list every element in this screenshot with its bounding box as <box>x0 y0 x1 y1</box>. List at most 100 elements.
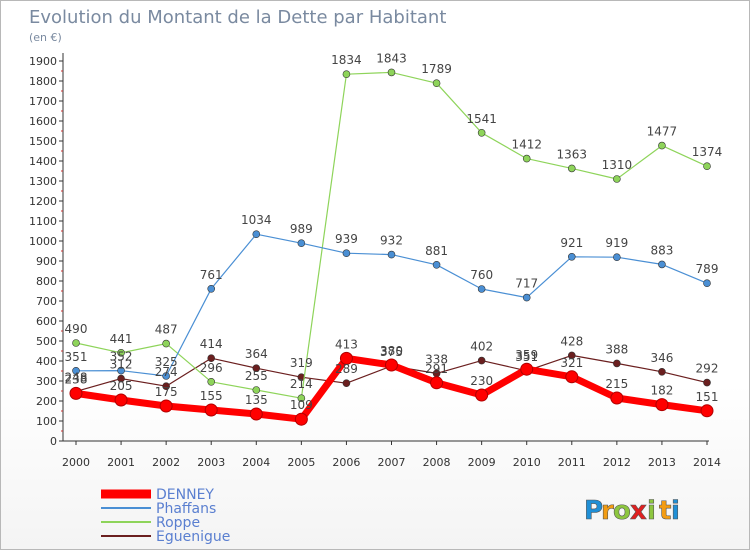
point-phaffans <box>117 366 125 375</box>
point-phaffans <box>72 366 80 375</box>
data-label-phaffans: 351 <box>65 350 88 364</box>
point-roppe <box>522 154 531 163</box>
point-phaffans <box>658 260 666 269</box>
data-label-phaffans: 352 <box>110 350 133 364</box>
y-tick-label: 1500 <box>29 135 57 148</box>
y-tick-label: 200 <box>36 395 57 408</box>
logo-letter: t <box>659 496 671 526</box>
point-denney <box>655 398 669 412</box>
axes: 0 100 200 300 400 500 600 700 800 900 1000 1100 1200… <box>29 53 721 469</box>
data-label-roppe: 1363 <box>557 147 588 161</box>
point-eguenigue <box>703 378 711 387</box>
data-label-denney: 321 <box>560 356 583 370</box>
point-denney <box>385 358 398 372</box>
point-roppe <box>162 339 170 348</box>
data-label-roppe: 1310 <box>602 158 633 172</box>
data-label-roppe: 487 <box>155 323 178 337</box>
y-tick-label: 900 <box>36 255 57 268</box>
data-labels: 248 312 274 414 364 319 289 375 338 402 351 428 388 3… <box>65 51 723 412</box>
data-label-denney: 135 <box>245 393 268 407</box>
data-label-denney: 182 <box>650 384 673 398</box>
point-phaffans <box>162 372 170 380</box>
data-label-denney: 230 <box>470 374 493 388</box>
point-denney <box>69 386 83 400</box>
y-tick-label: 1000 <box>29 235 57 248</box>
data-label-eguenigue: 402 <box>470 340 493 354</box>
y-tick-label: 1200 <box>29 195 57 208</box>
data-label-phaffans: 939 <box>335 232 358 246</box>
data-label-phaffans: 921 <box>560 236 583 250</box>
data-label-phaffans: 325 <box>155 355 178 369</box>
data-label-denney: 175 <box>155 385 178 399</box>
x-tick-label: 2006 <box>332 456 360 469</box>
logo-letter: i <box>647 496 656 526</box>
data-label-eguenigue: 338 <box>425 352 448 366</box>
point-roppe <box>387 68 396 77</box>
data-label-phaffans: 760 <box>470 268 493 282</box>
data-label-eguenigue: 312 <box>110 358 133 372</box>
x-tick-label: 2004 <box>242 456 270 469</box>
data-label-roppe: 1477 <box>647 125 678 139</box>
y-tick-label: 800 <box>36 275 57 288</box>
point-roppe <box>658 141 666 150</box>
point-eguenigue <box>207 354 216 363</box>
y-tick-label: 100 <box>36 415 57 428</box>
point-denney <box>339 351 353 365</box>
data-label-phaffans: 1034 <box>241 213 272 227</box>
point-denney <box>159 399 173 413</box>
point-eguenigue <box>162 382 170 391</box>
x-tick-label: 2013 <box>648 456 676 469</box>
data-label-denney: 291 <box>425 362 448 376</box>
data-label-eguenigue: 248 <box>65 370 88 384</box>
point-roppe <box>117 348 125 357</box>
point-denney <box>294 412 308 426</box>
legend-label-roppe: Roppe <box>156 515 200 531</box>
point-denney <box>430 376 444 390</box>
legend-label-phaffans: Phaffans <box>156 501 216 517</box>
y-tick-label: 1600 <box>29 115 57 128</box>
point-denney <box>700 404 714 418</box>
logo-letter: x <box>630 496 647 526</box>
point-roppe <box>703 162 711 170</box>
point-roppe <box>432 79 441 87</box>
x-tick-label: 2012 <box>603 456 631 469</box>
data-label-roppe: 1789 <box>421 62 452 76</box>
data-label-eguenigue: 289 <box>335 362 358 376</box>
point-denney <box>249 407 263 421</box>
data-label-roppe: 490 <box>65 322 88 336</box>
y-tick-label: 1900 <box>29 55 57 68</box>
point-eguenigue <box>477 356 486 365</box>
x-tick-label: 2001 <box>107 456 135 469</box>
point-phaffans <box>522 293 531 302</box>
y-tick-label: 1100 <box>29 215 57 228</box>
y-tick-label: 1300 <box>29 175 57 188</box>
series-layer <box>69 68 714 426</box>
point-eguenigue <box>252 364 261 373</box>
point-phaffans <box>567 253 576 261</box>
data-label-eguenigue: 364 <box>245 347 268 361</box>
data-label-denney: 380 <box>380 344 403 358</box>
data-label-denney: 205 <box>110 379 133 393</box>
x-tick-label: 2010 <box>513 456 541 469</box>
y-tick-label: 500 <box>36 335 57 348</box>
logo-letter: r <box>601 496 614 526</box>
point-eguenigue <box>342 379 351 388</box>
data-label-roppe: 296 <box>200 361 223 375</box>
point-roppe <box>613 175 621 183</box>
data-label-phaffans: 883 <box>650 243 673 257</box>
chart-title: Evolution du Montant de la Dette par Hab… <box>29 7 446 28</box>
point-phaffans <box>703 279 711 288</box>
point-eguenigue <box>117 374 125 383</box>
point-roppe <box>252 386 261 394</box>
data-label-roppe: 214 <box>290 377 313 391</box>
point-phaffans <box>477 285 486 293</box>
y-tick-label: 300 <box>36 375 57 388</box>
logo-letter: P <box>584 496 603 526</box>
point-roppe <box>342 70 351 78</box>
point-phaffans <box>432 260 441 269</box>
x-tick-label: 2011 <box>558 456 586 469</box>
data-label-denney: 413 <box>335 337 358 351</box>
data-label-denney: 109 <box>290 398 313 412</box>
y-tick-label: 1400 <box>29 155 57 168</box>
point-eguenigue <box>567 351 576 360</box>
